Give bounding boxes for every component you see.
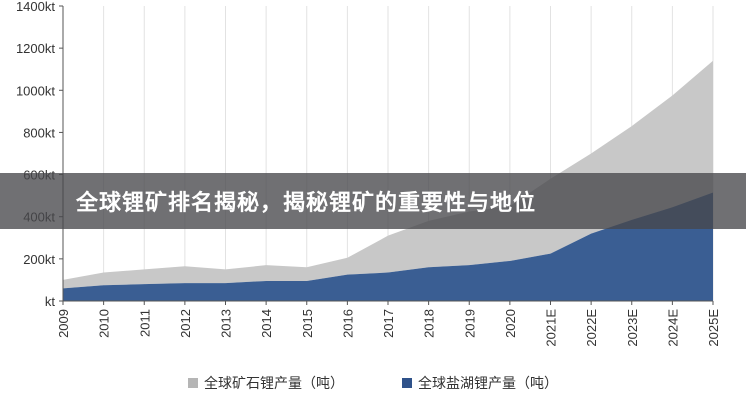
- legend-swatch-brine: [402, 378, 412, 388]
- x-tick-label: 2024E: [665, 309, 680, 347]
- legend-label-brine: 全球盐湖锂产量（吨）: [418, 375, 558, 391]
- series-ore-area: [63, 60, 713, 289]
- x-tick-label: 2014: [259, 309, 274, 338]
- y-tick-label: 1400kt: [16, 0, 55, 14]
- legend-item-brine: 全球盐湖锂产量（吨）: [402, 373, 558, 393]
- y-tick-label: 1200kt: [16, 41, 55, 56]
- series-brine-area: [63, 192, 713, 301]
- legend-swatch-ore: [188, 378, 198, 388]
- x-tick-label: 2019: [462, 309, 477, 338]
- x-tick-label: 2023E: [625, 309, 640, 347]
- x-tick-label: 2021E: [544, 309, 559, 347]
- x-tick-label: 2013: [219, 309, 234, 338]
- x-tick-label: 2025E: [706, 309, 721, 347]
- title-banner: 全球锂矿排名揭秘，揭秘锂矿的重要性与地位: [0, 173, 746, 229]
- x-tick-label: 2017: [381, 309, 396, 338]
- x-tick-labels: 2009 2010 2011 2012 2013 2014 2015 2016 2017 2018…: [56, 309, 721, 347]
- x-tick-label: 2011: [137, 309, 152, 337]
- x-tick-label: 2010: [97, 309, 112, 338]
- x-tick-label: 2018: [422, 309, 437, 338]
- y-tick-label: 1000kt: [16, 83, 55, 98]
- legend-item-ore: 全球矿石锂产量（吨）: [188, 373, 344, 393]
- x-tick-label: 2016: [340, 309, 355, 338]
- y-tick-label: kt: [45, 294, 56, 309]
- y-tick-label: 200kt: [23, 252, 55, 267]
- y-tick-labels: kt200kt400kt600kt800kt1000kt1200kt1400kt: [16, 0, 55, 309]
- x-tick-label: 2015: [300, 309, 315, 338]
- legend-label-ore: 全球矿石锂产量（吨）: [204, 375, 344, 391]
- y-tick-label: 800kt: [23, 125, 55, 140]
- x-tick-label: 2022E: [584, 309, 599, 347]
- x-tick-label: 2020: [503, 309, 518, 338]
- x-tick-label: 2009: [56, 309, 71, 338]
- legend: 全球矿石锂产量（吨） 全球盐湖锂产量（吨）: [0, 372, 746, 394]
- area-series: [63, 60, 713, 301]
- x-tick-label: 2012: [178, 309, 193, 338]
- banner-title: 全球锂矿排名揭秘，揭秘锂矿的重要性与地位: [76, 190, 537, 215]
